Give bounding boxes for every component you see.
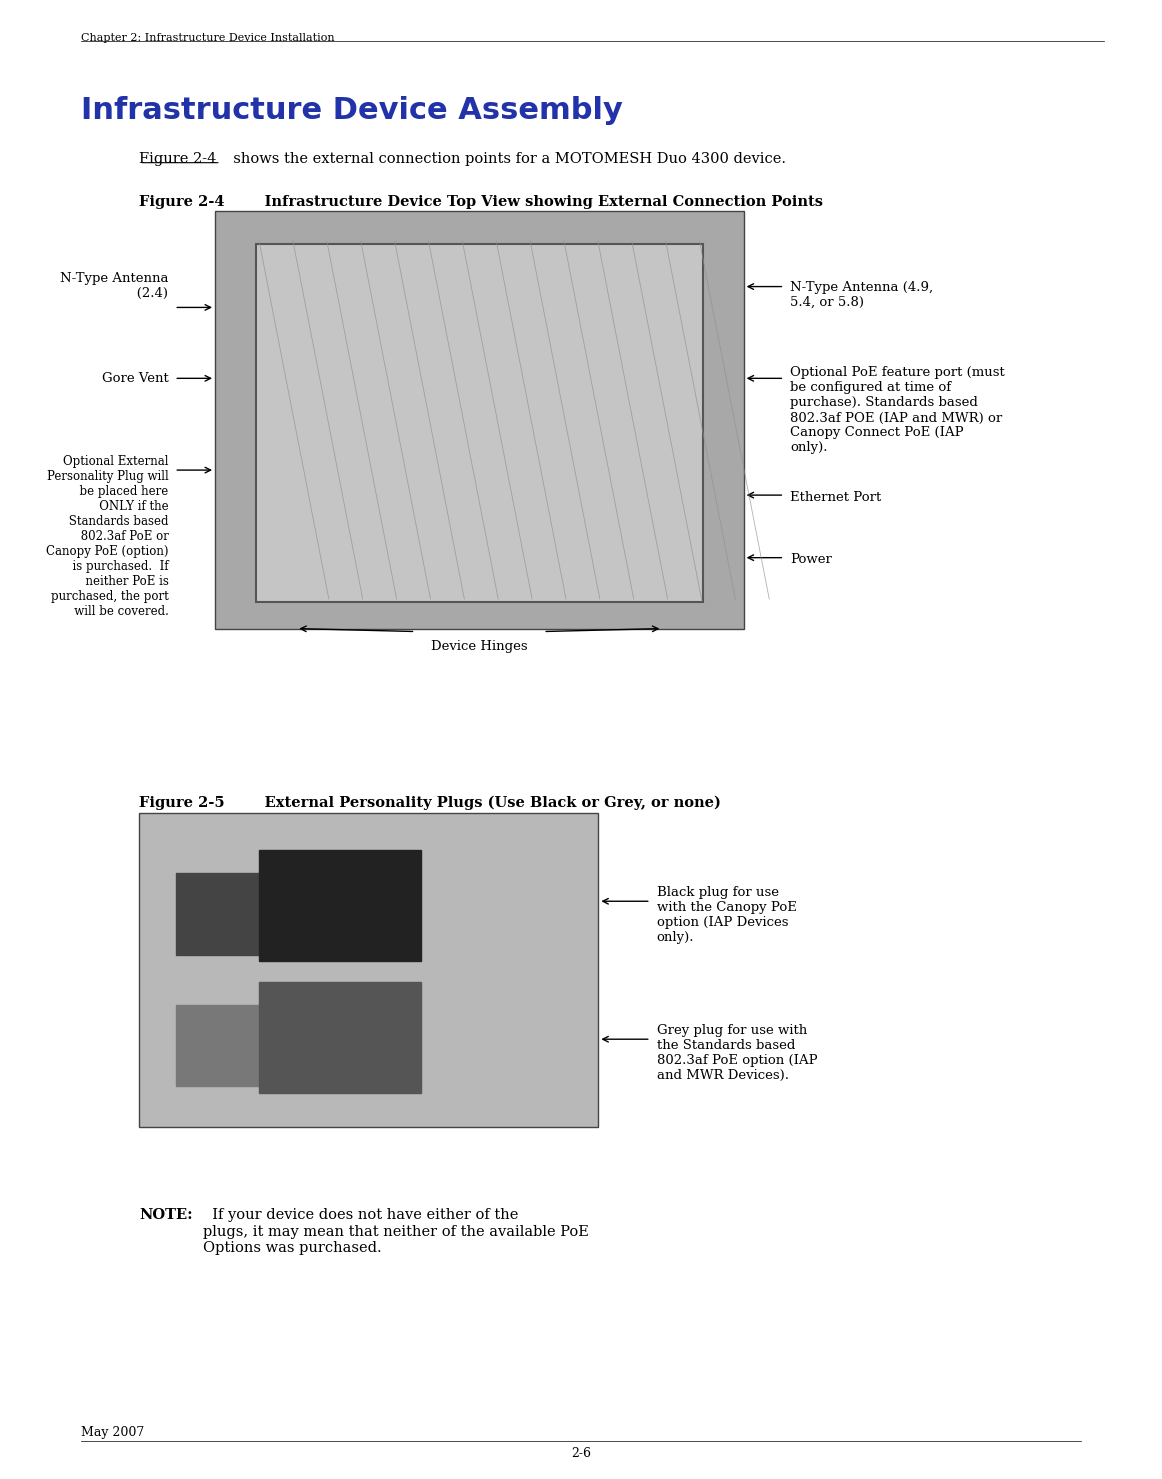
Text: Black plug for use
with the Canopy PoE
option (IAP Devices
only).: Black plug for use with the Canopy PoE o… [657, 886, 796, 945]
Ellipse shape [248, 1000, 399, 1066]
Text: Figure 2-5: Figure 2-5 [139, 796, 225, 809]
Text: Figure 2-4: Figure 2-4 [139, 152, 217, 166]
Text: External Personality Plugs (Use Black or Grey, or none): External Personality Plugs (Use Black or… [239, 796, 722, 810]
Text: Device Hinges: Device Hinges [431, 640, 528, 654]
Text: Figure 2-4: Figure 2-4 [139, 195, 225, 209]
Text: Optional External
Personality Plug will
  be placed here
   ONLY if the
 Standar: Optional External Personality Plug will … [46, 456, 168, 618]
Bar [177, 1004, 386, 1086]
Text: 2-6: 2-6 [571, 1446, 591, 1460]
Bar [215, 211, 744, 629]
Text: Gore Vent: Gore Vent [102, 371, 168, 385]
Text: May 2007: May 2007 [81, 1426, 144, 1439]
Bar [259, 850, 422, 961]
Text: Chapter 2: Infrastructure Device Installation: Chapter 2: Infrastructure Device Install… [81, 33, 335, 43]
Text: shows the external connection points for a MOTOMESH Duo 4300 device.: shows the external connection points for… [224, 152, 787, 166]
Bar [256, 244, 703, 602]
Bar [177, 873, 386, 954]
Text: Ethernet Port: Ethernet Port [790, 491, 882, 504]
Text: Power: Power [790, 553, 832, 566]
Text: Infrastructure Device Assembly: Infrastructure Device Assembly [81, 96, 623, 126]
Text: Grey plug for use with
the Standards based
802.3af PoE option (IAP
and MWR Devic: Grey plug for use with the Standards bas… [657, 1025, 817, 1083]
Ellipse shape [248, 868, 399, 935]
Text: N-Type Antenna
       (2.4): N-Type Antenna (2.4) [60, 272, 168, 300]
Text: N-Type Antenna (4.9,
5.4, or 5.8): N-Type Antenna (4.9, 5.4, or 5.8) [790, 281, 933, 309]
Text: Optional PoE feature port (must
be configured at time of
purchase). Standards ba: Optional PoE feature port (must be confi… [790, 367, 1005, 454]
Text: If your device does not have either of the
plugs, it may mean that neither of th: If your device does not have either of t… [203, 1208, 589, 1254]
Bar [139, 813, 598, 1127]
Text: NOTE:: NOTE: [139, 1208, 193, 1222]
Text: Infrastructure Device Top View showing External Connection Points: Infrastructure Device Top View showing E… [239, 195, 824, 209]
Bar [259, 982, 422, 1093]
